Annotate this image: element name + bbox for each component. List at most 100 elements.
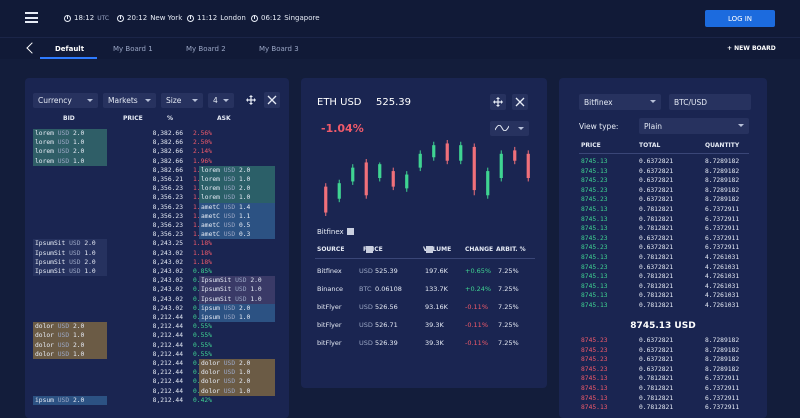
ask-name: lorem: [201, 185, 220, 193]
table-row: 8,356.231.96%ametC USD 1.4: [25, 202, 289, 212]
tab-my-board-2[interactable]: My Board 2: [186, 45, 226, 53]
ask-qty: 2.0: [238, 304, 251, 312]
ask-cell: ametC USD 0.5: [199, 221, 275, 231]
price-cell: 8,356.23: [152, 194, 183, 202]
bid-cell: dolor USD 1.0: [33, 331, 107, 341]
currency-select[interactable]: Currency: [33, 93, 98, 108]
view-type-select[interactable]: Plain: [639, 118, 749, 134]
ticker-total: 0.7812821: [639, 254, 674, 261]
exchange-filter[interactable]: Bitfinex: [317, 228, 354, 236]
size-select[interactable]: Size: [161, 93, 203, 108]
ask-qty: 0.5: [238, 222, 251, 229]
pct-cell: 0.55%: [193, 350, 212, 358]
close-panel-button[interactable]: [264, 92, 280, 108]
pct-cell: 2.50%: [193, 139, 212, 147]
bid-unit: USD: [57, 323, 70, 331]
price-cell: 8,212.44: [152, 350, 183, 358]
source-row: bitFlyer USD 526.39 39.3K -0.11% 7.25%: [317, 339, 537, 349]
bid-qty: 1.0: [84, 268, 96, 275]
ticker-quantity: 8.7289182: [705, 337, 740, 344]
ask-name: ametC: [201, 222, 220, 229]
chevron-down-icon: [518, 127, 524, 130]
checkbox-icon[interactable]: [426, 246, 433, 253]
ticker-price: 8745.23: [581, 346, 608, 354]
candle: [391, 167, 395, 191]
candle-body: [378, 164, 382, 178]
tab-my-board-3[interactable]: My Board 3: [259, 45, 299, 53]
chevron-down-icon: [738, 124, 744, 127]
checkbox-icon[interactable]: [346, 228, 354, 235]
markets-select[interactable]: Markets: [103, 93, 156, 108]
ask-qty: 1.0: [238, 314, 251, 321]
ticker-row: 8745.13 0.6372821 8.7289182: [581, 157, 761, 167]
ticker-price: 8745.13: [581, 254, 608, 261]
ticker-row: 8745.13 0.7812821 6.7372911: [581, 224, 761, 234]
candle-body: [337, 183, 341, 199]
ask-qty: 2.0: [238, 185, 251, 193]
bid-name: IpsumSit: [35, 268, 66, 275]
move-panel-button[interactable]: [243, 92, 259, 108]
bid-header: BID: [63, 115, 75, 122]
ticker-row: 8745.23 0.6372821 8.7289182: [581, 176, 761, 186]
move-panel-button[interactable]: [490, 94, 506, 110]
depth-select[interactable]: 4: [208, 93, 234, 108]
bid-name: dolor: [35, 323, 54, 331]
exchange-select[interactable]: Bitfinex: [579, 94, 661, 110]
ask-qty: 1.4: [238, 203, 251, 211]
bid-unit: USD: [57, 350, 70, 358]
ticker-quantity: 4.7261031: [705, 292, 740, 300]
hamburger-menu-icon[interactable]: [25, 12, 38, 23]
table-row: IpsumSit USD 2.0 8,243.02 1.18%: [25, 257, 289, 267]
ticker-row: 8745.23 0.6372821 6.7372911: [581, 243, 761, 253]
ticker-row: 8745.23 0.6372821 6.7372911: [581, 234, 761, 244]
ticker-total: 0.6372821: [639, 337, 674, 344]
candle: [486, 167, 490, 199]
bid-unit: USD: [57, 396, 70, 404]
table-row: 8,212.440.42%dolor USD 2.0: [25, 377, 289, 387]
new-board-button[interactable]: + NEW BOARD: [727, 45, 776, 52]
tab-default[interactable]: Default: [55, 45, 85, 53]
chevron-left-icon[interactable]: [26, 42, 38, 54]
ticker-total: 0.6372821: [639, 244, 674, 252]
chart-type-select[interactable]: [490, 121, 529, 136]
ticker-row: 8745.23 0.6372821 8.7289182: [581, 195, 761, 205]
checkbox-icon[interactable]: [366, 246, 373, 253]
ticker-total: 0.7812821: [639, 215, 674, 223]
ask-qty: 1.0: [238, 194, 251, 202]
ask-unit: USD: [223, 203, 236, 211]
ticker-row: 8745.13 0.7812821 6.7372911: [581, 374, 761, 384]
source-unit: USD: [359, 321, 373, 329]
ticker-price: 8745.13: [581, 302, 608, 309]
candle: [513, 146, 517, 165]
table-row: ipsum USD 2.0 8,212.44 0.42%: [25, 395, 289, 405]
ask-cell: lorem USD 1.0: [199, 193, 275, 203]
ticker-total: 0.7812821: [639, 404, 674, 412]
ask-cell: dolor USD 1.0: [199, 368, 275, 378]
pct-cell: 0.55%: [193, 323, 212, 331]
candle: [472, 143, 476, 196]
price-cell: 8,243.25: [152, 240, 183, 248]
login-button[interactable]: LOG IN: [705, 10, 775, 27]
ticker-total: 0.7812821: [639, 385, 674, 392]
bid-name: ipsum: [35, 396, 54, 404]
ask-cell: dolor USD 2.0: [199, 359, 275, 369]
ticker-quantity: 4.7261031: [705, 282, 740, 290]
table-row: 8,356.211.96%lorem USD 1.0: [25, 175, 289, 185]
candle: [418, 150, 422, 172]
candle-body: [391, 171, 395, 187]
close-panel-button[interactable]: [512, 94, 528, 110]
chevron-down-icon: [145, 99, 151, 102]
ticker-total: 0.7812821: [639, 375, 674, 383]
pair-select[interactable]: BTC/USD: [669, 94, 751, 110]
candle: [337, 179, 341, 203]
ticker-price: 8745.13: [581, 215, 608, 223]
bid-name: dolor: [35, 341, 54, 349]
ask-qty: 1.0: [238, 176, 251, 183]
ask-qty: 1.0: [250, 295, 262, 303]
bid-unit: USD: [69, 258, 81, 266]
price-cell: 8,243.02: [152, 249, 183, 257]
tab-my-board-1[interactable]: My Board 1: [113, 45, 153, 53]
ask-unit: USD: [223, 212, 236, 220]
chevron-down-icon: [650, 100, 656, 103]
view-type-label: View type:: [579, 122, 619, 131]
